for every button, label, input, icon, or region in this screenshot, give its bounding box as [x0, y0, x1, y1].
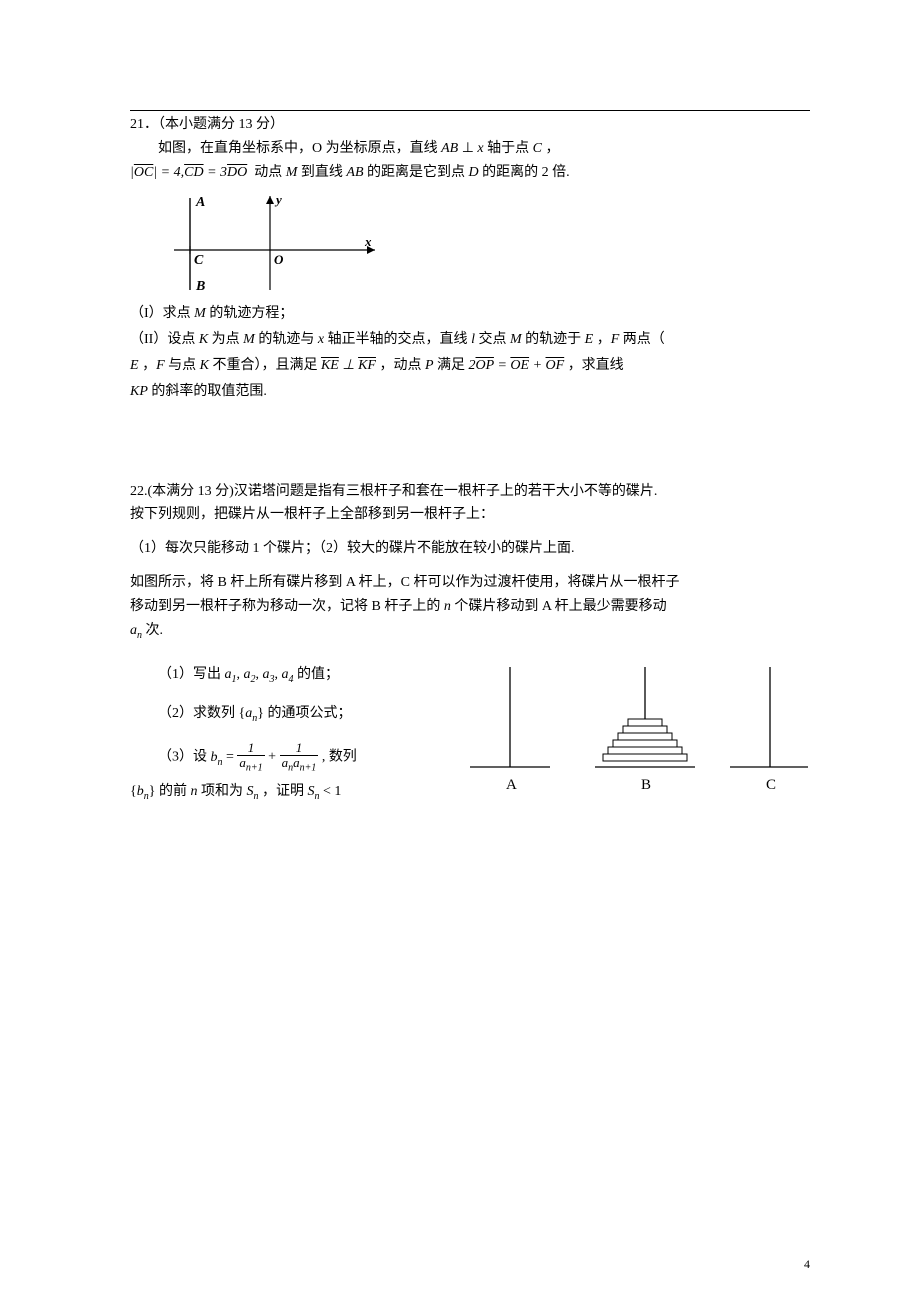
- q22-header-line1: 22.(本满分 13 分)汉诺塔问题是指有三根杆子和套在一根杆子上的若干大小不等…: [130, 480, 810, 504]
- page-number: 4: [804, 1254, 810, 1274]
- q21-part2-line3: KP 的斜率的取值范围.: [130, 380, 810, 404]
- q22-body-line2: 移动到另一根杆子称为移动一次，记将 B 杆子上的 n 个碟片移动到 A 杆上最少…: [130, 595, 810, 619]
- q22-points: (本满分 13 分): [148, 484, 234, 499]
- top-rule: [130, 110, 810, 111]
- q21-part2-line1: （II）设点 K 为点 M 的轨迹与 x 轴正半轴的交点，直线 l 交点 M 的…: [130, 328, 810, 352]
- q21-header: 21．（本小题满分 13 分）: [130, 113, 810, 137]
- label-A: A: [195, 195, 205, 210]
- q22-body-line3: an 次.: [130, 619, 810, 644]
- q22-part1: （1）写出 a1, a2, a3, a4 的值；: [158, 663, 430, 688]
- q22-intro1: 汉诺塔问题是指有三根杆子和套在一根杆子上的若干大小不等的碟片.: [234, 484, 658, 499]
- label-y: y: [274, 192, 282, 207]
- q22-subparts: （1）写出 a1, a2, a3, a4 的值； （2）求数列 {an} 的通项…: [130, 657, 430, 810]
- q22-intro-line2: 按下列规则，把碟片从一根杆子上全部移到另一根杆子上：: [130, 503, 810, 527]
- q22-part2: （2）求数列 {an} 的通项公式；: [158, 702, 430, 727]
- label-O: O: [274, 252, 284, 267]
- spacer: [130, 432, 810, 480]
- question-21: 21．（本小题满分 13 分） 如图，在直角坐标系中，O 为坐标原点，直线 AB…: [130, 113, 810, 404]
- q21-intro-line1: 如图，在直角坐标系中，O 为坐标原点，直线 AB ⊥ x 轴于点 C ，: [130, 137, 810, 161]
- q21-number: 21．: [130, 117, 158, 132]
- q21-part2-line2: E ，F 与点 K 不重合），且满足 KE ⊥ KF ，动点 P 满足 2OP …: [130, 354, 810, 378]
- label-x: x: [364, 234, 372, 249]
- question-22: 22.(本满分 13 分)汉诺塔问题是指有三根杆子和套在一根杆子上的若干大小不等…: [130, 480, 810, 811]
- q22-number: 22.: [130, 484, 148, 499]
- label-C: C: [194, 253, 204, 268]
- hanoi-label-A: A: [506, 777, 517, 793]
- q22-rules: （1）每次只能移动 1 个碟片；（2）较大的碟片不能放在较小的碟片上面.: [130, 537, 810, 561]
- page: 21．（本小题满分 13 分） 如图，在直角坐标系中，O 为坐标原点，直线 AB…: [0, 0, 920, 1302]
- q21-intro-line2: |OC| = 4,CD = 3DO 动点 M 到直线 AB 的距离是它到点 D …: [130, 161, 810, 185]
- q22-part3-line1: （3）设 bn = 1an+1 + 1anan+1 , 数列: [158, 741, 430, 774]
- q22-hanoi-figure: A B C: [450, 657, 810, 807]
- q21-part1: （I）求点 M 的轨迹方程；: [130, 302, 810, 326]
- hanoi-label-C: C: [766, 777, 776, 793]
- q22-figure-wrap: A B C: [450, 657, 810, 807]
- q21-points: （本小题满分 13 分）: [158, 117, 284, 132]
- q21-figure: A B C O x y: [160, 190, 390, 300]
- q22-body-line1: 如图所示，将 B 杆上所有碟片移到 A 杆上，C 杆可以作为过渡杆使用，将碟片从…: [130, 571, 810, 595]
- q22-part3-line2: {bn} 的前 n 项和为 Sn ，证明 Sn < 1: [130, 780, 430, 805]
- hanoi-label-B: B: [641, 777, 651, 793]
- label-B: B: [195, 279, 205, 294]
